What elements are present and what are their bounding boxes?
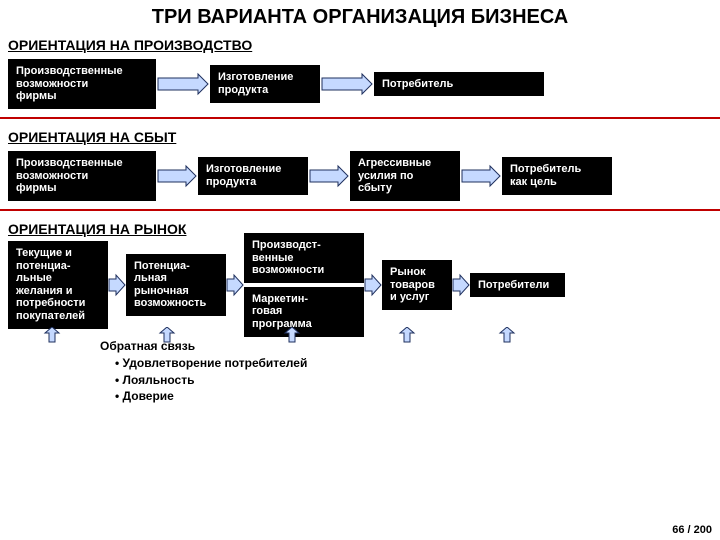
s2-box-2: Агрессивныеусилия посбыту (350, 151, 460, 201)
s3-box-4: Рыноктоварови услуг (382, 260, 452, 310)
section-2-heading: ОРИЕНТАЦИЯ НА СБЫТ (0, 125, 720, 149)
s2-box-1: Изготовлениепродукта (198, 157, 308, 194)
feedback-uparrows-icon (0, 327, 580, 343)
section-1-row: Производственныевозможностифирмы Изготов… (0, 57, 720, 111)
bullet-0: Удовлетворение потребителей (123, 356, 308, 370)
section-2-row: Производственныевозможностифирмы Изготов… (0, 149, 720, 203)
arrow-right-icon (452, 273, 470, 297)
page-cur: 66 (672, 524, 684, 536)
arrow-right-icon (320, 72, 374, 96)
arrow-right-icon (308, 164, 350, 188)
divider-2 (0, 209, 720, 211)
arrow-right-icon (156, 72, 210, 96)
section-1-heading: ОРИЕНТАЦИЯ НА ПРОИЗВОДСТВО (0, 33, 720, 57)
arrow-right-icon (108, 273, 126, 297)
bullet-1: Лояльность (123, 373, 195, 387)
s3-box-2: Производст-венныевозможности (244, 233, 364, 283)
page-number: 66 / 200 (672, 524, 712, 536)
s1-box-1: Изготовлениепродукта (210, 65, 320, 102)
s3-box-1: Потенциа-льнаярыночнаявозможность (126, 254, 226, 317)
arrow-right-icon (460, 164, 502, 188)
bullet-2: Доверие (123, 389, 174, 403)
divider-1 (0, 117, 720, 119)
s1-box-2: Потребитель (374, 72, 544, 97)
s1-box-0: Производственныевозможностифирмы (8, 59, 156, 109)
feedback-bullets: • Удовлетворение потребителей • Лояльнос… (0, 353, 720, 405)
page-sep: / (684, 524, 693, 536)
s3-box-0: Текущие ипотенциа-льныежелания ипотребно… (8, 241, 108, 329)
arrow-right-icon (364, 273, 382, 297)
s3-box-5: Потребители (470, 273, 565, 298)
page-title: ТРИ ВАРИАНТА ОРГАНИЗАЦИЯ БИЗНЕСА (0, 0, 720, 33)
s2-box-0: Производственныевозможностифирмы (8, 151, 156, 201)
arrow-right-icon (156, 164, 198, 188)
s2-box-3: Потребителькак цель (502, 157, 612, 194)
arrow-right-icon (226, 273, 244, 297)
s3-stack: Производст-венныевозможности Маркетин-го… (244, 233, 364, 337)
page-total: 200 (694, 524, 712, 536)
section-3-row: Текущие ипотенциа-льныежелания ипотребно… (0, 241, 720, 329)
